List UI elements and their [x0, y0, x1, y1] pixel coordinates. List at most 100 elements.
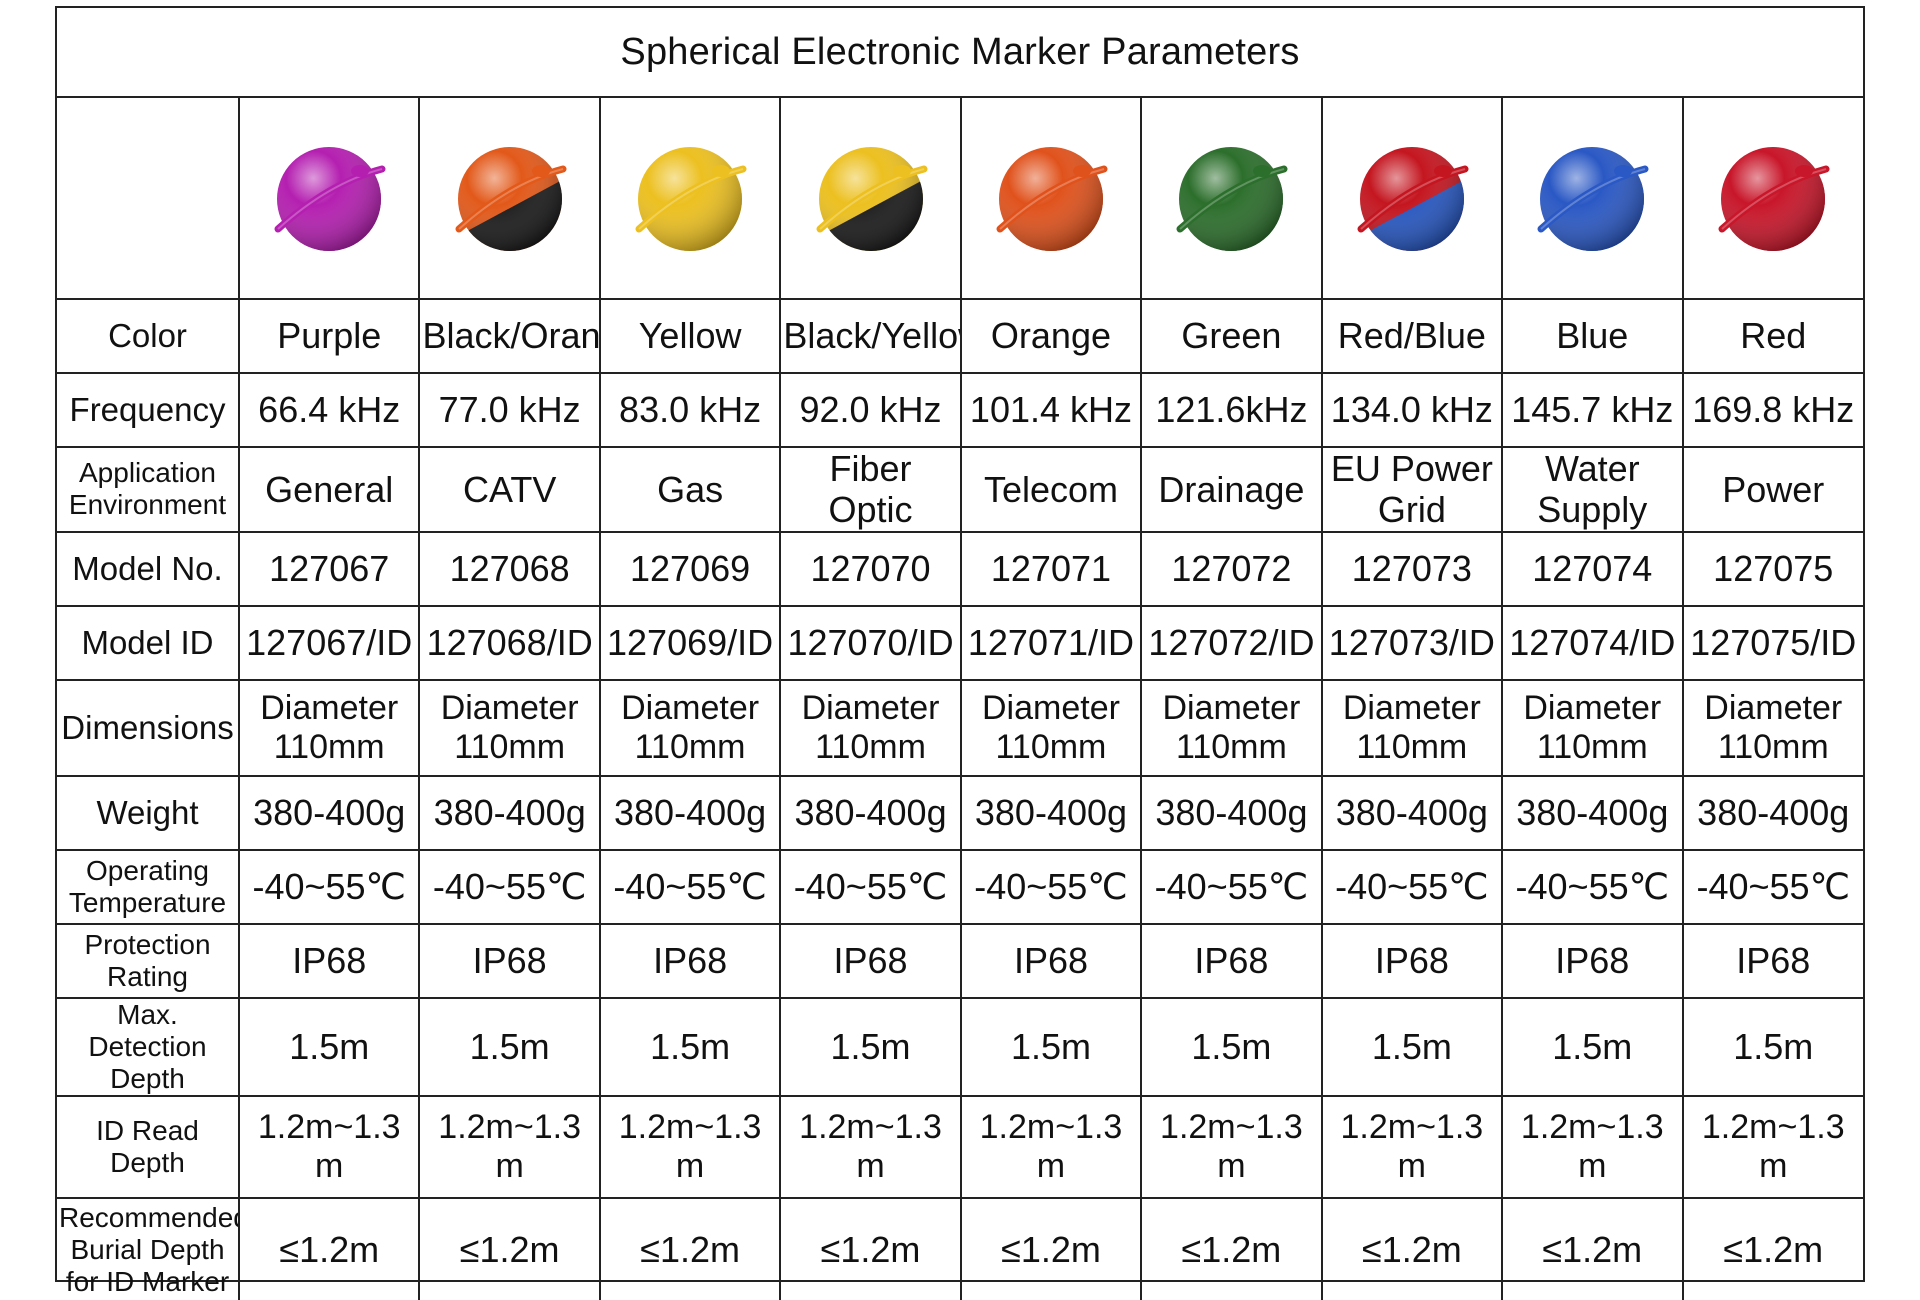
row-label: Protection Rating — [57, 922, 240, 999]
application-cell: Fiber Optic — [779, 446, 962, 533]
application-cell: Drainage — [1140, 446, 1323, 533]
row-temperature: Operating Temperature -40~55℃ -40~55℃ -40~5… — [57, 848, 1863, 925]
application-cell: General — [237, 446, 421, 533]
model-id-cell: 127067/ID — [237, 604, 421, 681]
page-title: Spherical Electronic Marker Parameters — [57, 8, 1863, 98]
model-id-cell: 127069/ID — [598, 604, 782, 681]
row-frequency: Frequency 66.4 kHz 77.0 kHz 83.0 kHz 92.0 kH… — [57, 372, 1863, 448]
dimensions-cell: Diameter 110mm — [779, 678, 962, 777]
detection-depth-cell: 1.5m — [1140, 996, 1323, 1098]
yellow-sphere-marker — [635, 147, 747, 251]
detection-depth-cell: 1.5m — [418, 996, 601, 1098]
temperature-cell: -40~55℃ — [1140, 848, 1323, 925]
model-id-cell: 127074/ID — [1501, 604, 1684, 681]
weight-cell: 380-400g — [1681, 774, 1863, 851]
application-cell: Telecom — [959, 446, 1143, 533]
color-cell: Orange — [959, 298, 1143, 374]
row-model-no: Model No. 127067 127068 127069 127070 127071 1… — [57, 530, 1863, 607]
model-no-cell: 127070 — [779, 530, 962, 607]
protection-cell: IP68 — [779, 922, 962, 999]
parameters-sheet: Spherical Electronic Marker Parameters C… — [55, 6, 1865, 1300]
color-cell: Green — [1140, 298, 1323, 374]
id-read-depth-cell: 1.2m~1.3 m — [959, 1095, 1143, 1200]
id-read-depth-cell: 1.2m~1.3 m — [418, 1095, 601, 1200]
model-no-cell: 127071 — [959, 530, 1143, 607]
black-yellow-sphere-marker — [816, 147, 928, 251]
model-id-cell: 127070/ID — [779, 604, 962, 681]
marker-image-cell — [1681, 98, 1863, 300]
dimensions-cell: Diameter 110mm — [1140, 678, 1323, 777]
weight-cell: 380-400g — [1501, 774, 1684, 851]
row-label: Model ID — [57, 604, 240, 681]
detection-depth-cell: 1.5m — [1320, 996, 1504, 1098]
protection-cell: IP68 — [1140, 922, 1323, 999]
detection-depth-cell: 1.5m — [779, 996, 962, 1098]
parameters-table-body: ColorPurpleBlack/OrangeYellowBlack/Yello… — [57, 98, 1863, 1300]
marker-image-cell — [959, 98, 1143, 300]
row-label: ID Read Depth — [57, 1095, 240, 1200]
frequency-cell: 77.0 kHz — [418, 372, 601, 448]
row-model-id: Model ID 127067/ID 127068/ID 127069/ID 12707… — [57, 604, 1863, 681]
id-read-depth-cell: 1.2m~1.3 m — [237, 1095, 421, 1200]
application-cell: CATV — [418, 446, 601, 533]
row-label: Model No. — [57, 530, 240, 607]
row-label: Frequency — [57, 372, 240, 448]
burial-depth-cell: ≤1.2m — [1501, 1197, 1684, 1300]
row-application: Application Environment General CATV Gas Fib… — [57, 446, 1863, 533]
model-no-cell: 127074 — [1501, 530, 1684, 607]
temperature-cell: -40~55℃ — [1320, 848, 1504, 925]
row-color: ColorPurpleBlack/OrangeYellowBlack/Yello… — [57, 298, 1863, 374]
marker-image-cell — [237, 98, 421, 300]
temperature-cell: -40~55℃ — [1681, 848, 1863, 925]
detection-depth-cell: 1.5m — [959, 996, 1143, 1098]
id-read-depth-cell: 1.2m~1.3 m — [598, 1095, 782, 1200]
color-cell: Red/Blue — [1320, 298, 1504, 374]
temperature-cell: -40~55℃ — [237, 848, 421, 925]
frequency-cell: 134.0 kHz — [1320, 372, 1504, 448]
dimensions-cell: Diameter 110mm — [237, 678, 421, 777]
orange-sphere-marker — [996, 147, 1108, 251]
burial-depth-cell: ≤1.2m — [1140, 1197, 1323, 1300]
id-read-depth-cell: 1.2m~1.3 m — [1501, 1095, 1684, 1200]
dimensions-cell: Diameter 110mm — [1320, 678, 1504, 777]
burial-depth-cell: ≤1.2m — [237, 1197, 421, 1300]
burial-depth-cell: ≤1.2m — [1320, 1197, 1504, 1300]
row-label: Operating Temperature — [57, 848, 240, 925]
frequency-cell: 101.4 kHz — [959, 372, 1143, 448]
protection-cell: IP68 — [959, 922, 1143, 999]
frequency-cell: 83.0 kHz — [598, 372, 782, 448]
protection-cell: IP68 — [1501, 922, 1684, 999]
weight-cell: 380-400g — [959, 774, 1143, 851]
burial-depth-cell: ≤1.2m — [418, 1197, 601, 1300]
purple-sphere-marker — [274, 147, 386, 251]
marker-image-row — [57, 98, 1863, 300]
model-id-cell: 127071/ID — [959, 604, 1143, 681]
application-cell: EU Power Grid — [1320, 446, 1504, 533]
temperature-cell: -40~55℃ — [598, 848, 782, 925]
row-label: Max. Detection Depth — [57, 996, 240, 1098]
frequency-cell: 145.7 kHz — [1501, 372, 1684, 448]
weight-cell: 380-400g — [779, 774, 962, 851]
model-id-cell: 127073/ID — [1320, 604, 1504, 681]
id-read-depth-cell: 1.2m~1.3 m — [1681, 1095, 1863, 1200]
color-cell: Black/Yellow — [779, 298, 962, 374]
frequency-cell: 121.6kHz — [1140, 372, 1323, 448]
marker-image-cell — [418, 98, 601, 300]
weight-cell: 380-400g — [1320, 774, 1504, 851]
application-cell: Water Supply — [1501, 446, 1684, 533]
id-read-depth-cell: 1.2m~1.3 m — [779, 1095, 962, 1200]
id-read-depth-cell: 1.2m~1.3 m — [1320, 1095, 1504, 1200]
protection-cell: IP68 — [1681, 922, 1863, 999]
marker-image-cell — [1140, 98, 1323, 300]
frequency-cell: 92.0 kHz — [779, 372, 962, 448]
row-burial-depth: Recommended Burial Depth for ID Marker ≤1… — [57, 1197, 1863, 1300]
row-label: Application Environment — [57, 446, 240, 533]
parameters-table: ColorPurpleBlack/OrangeYellowBlack/Yello… — [57, 98, 1863, 1300]
row-label: Color — [57, 298, 240, 374]
detection-depth-cell: 1.5m — [598, 996, 782, 1098]
detection-depth-cell: 1.5m — [237, 996, 421, 1098]
model-no-cell: 127069 — [598, 530, 782, 607]
protection-cell: IP68 — [418, 922, 601, 999]
marker-image-cell — [1320, 98, 1504, 300]
color-cell: Yellow — [598, 298, 782, 374]
